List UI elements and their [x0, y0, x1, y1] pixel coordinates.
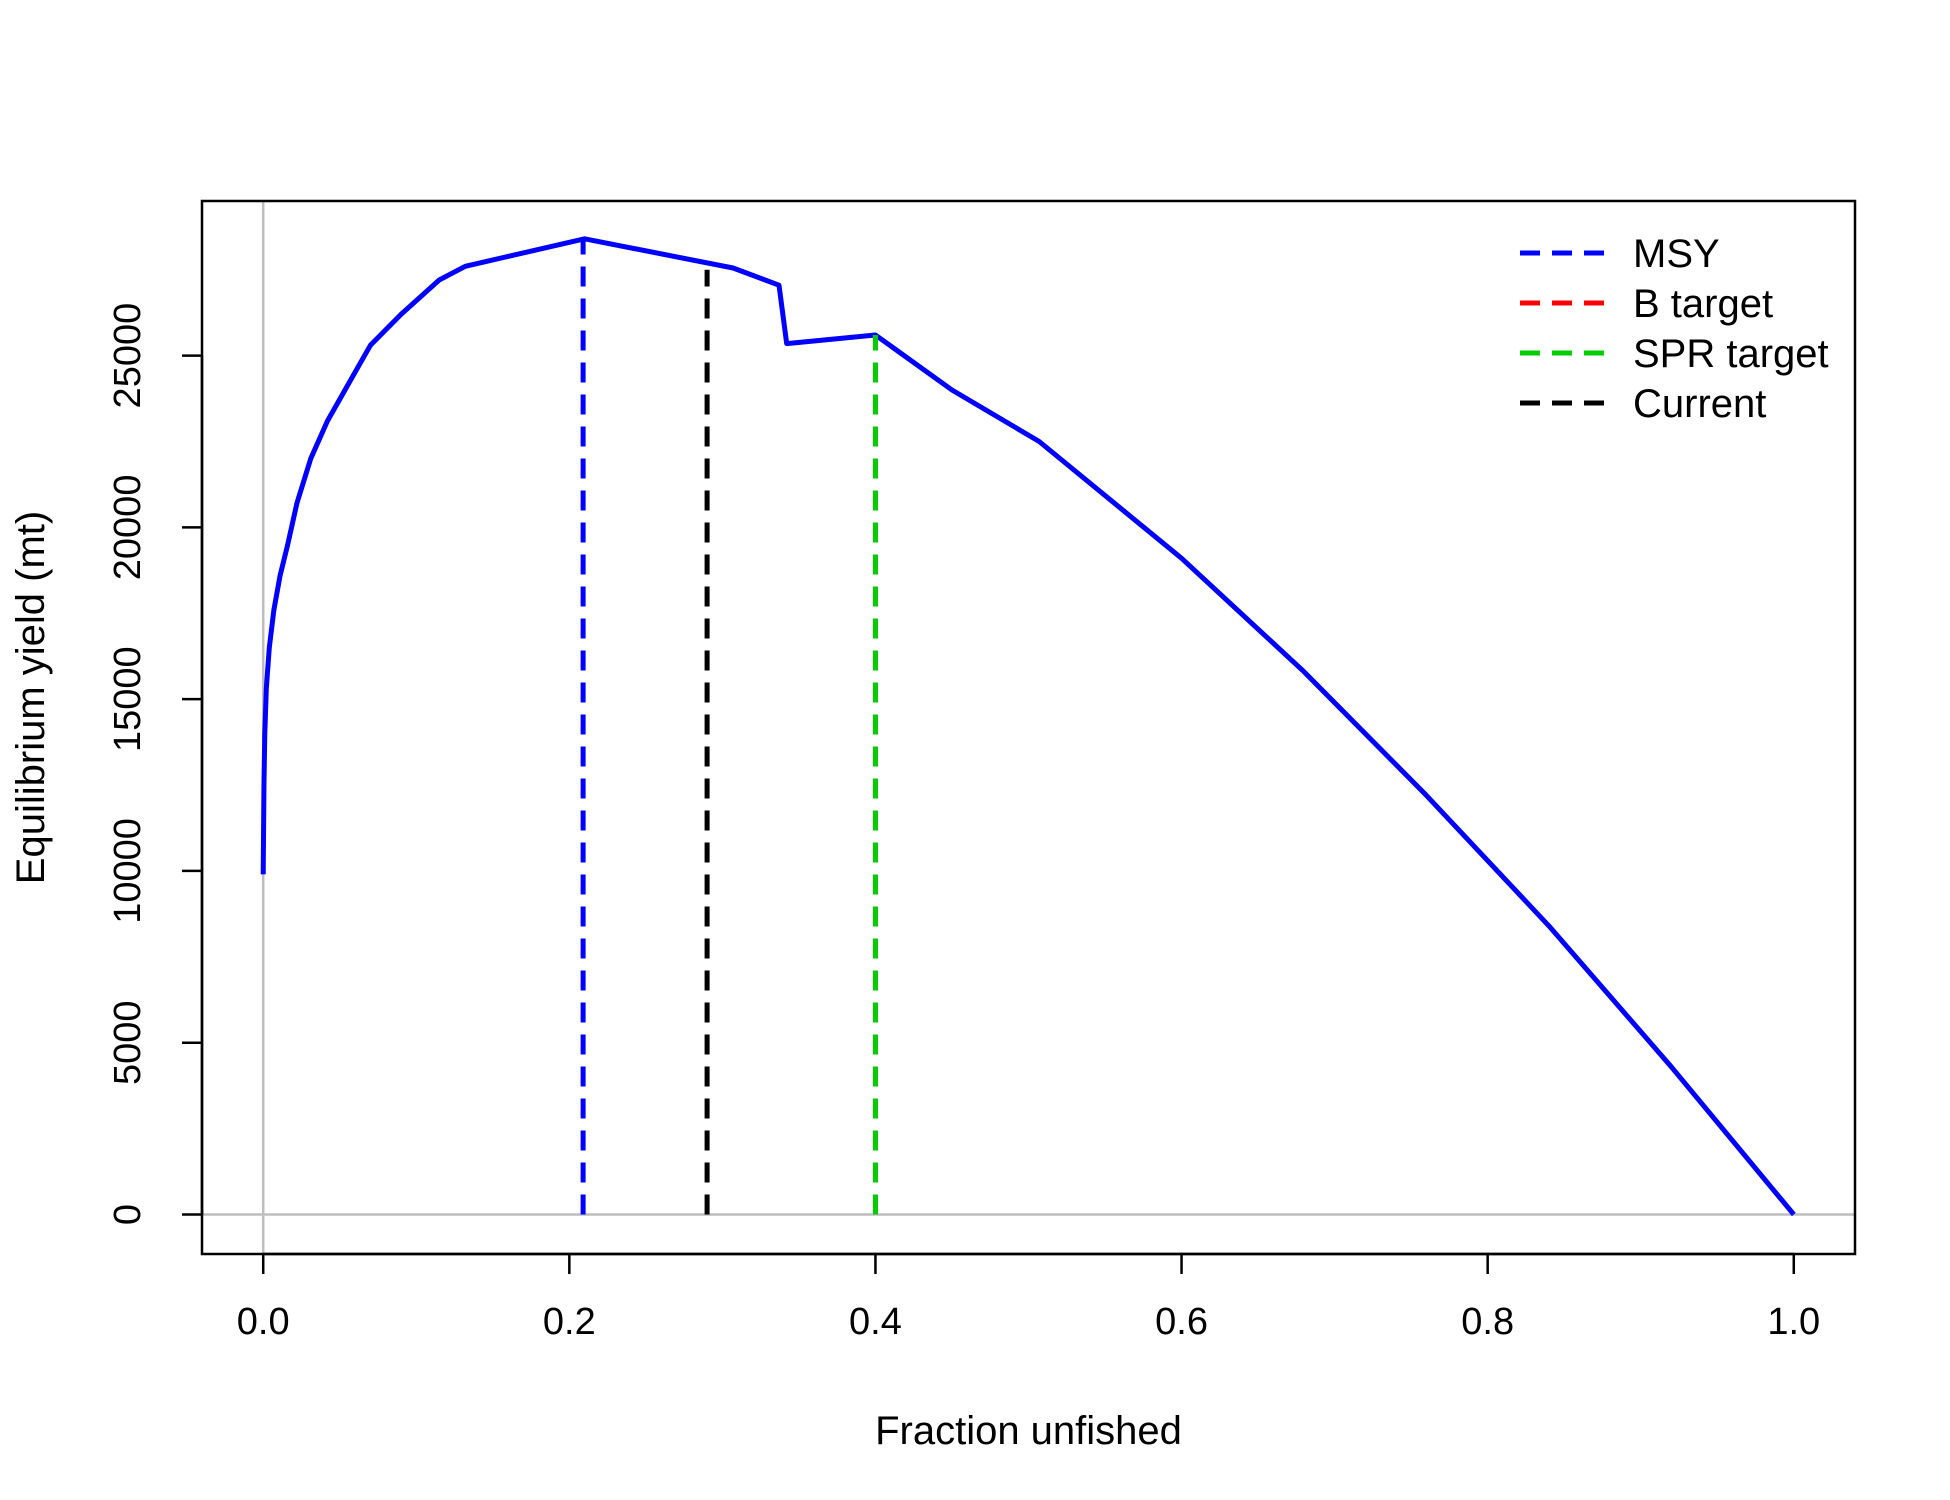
legend: MSY B target SPR target Current: [1520, 232, 1829, 426]
yield-curve-line: [260, 236, 1796, 1217]
reference-point-markers: [580, 238, 878, 1215]
legend-label-spr-target: SPR target: [1633, 332, 1829, 376]
plot-frame: [200, 199, 1857, 1256]
y-tick-label: 10000: [107, 818, 149, 924]
x-tick-label: 0.4: [849, 1301, 902, 1343]
legend-label-current: Current: [1633, 382, 1766, 426]
x-axis: 0.0 0.2 0.4 0.6 0.8 1.0: [237, 1252, 1820, 1343]
x-tick-label: 0.6: [1155, 1301, 1208, 1343]
y-tick-label: 5000: [107, 1000, 149, 1085]
legend-label-msy: MSY: [1633, 232, 1720, 276]
x-tick-label: 1.0: [1767, 1301, 1820, 1343]
x-tick-label: 0.0: [237, 1301, 290, 1343]
y-tick-label: 0: [107, 1204, 149, 1225]
x-tick-label: 0.8: [1461, 1301, 1514, 1343]
yield-curve-layer: [260, 236, 1796, 1217]
y-axis-title: Equilibrium yield (mt): [9, 511, 53, 884]
x-axis-title: Fraction unfished: [875, 1409, 1182, 1453]
y-tick-label: 15000: [107, 646, 149, 752]
x-tick-label: 0.2: [543, 1301, 596, 1343]
y-tick-label: 25000: [107, 303, 149, 409]
reference-lines: [202, 201, 1855, 1254]
y-axis: 0 5000 10000 15000 20000 25000: [107, 303, 204, 1225]
y-tick-label: 20000: [107, 475, 149, 581]
legend-label-b-target: B target: [1633, 282, 1773, 326]
